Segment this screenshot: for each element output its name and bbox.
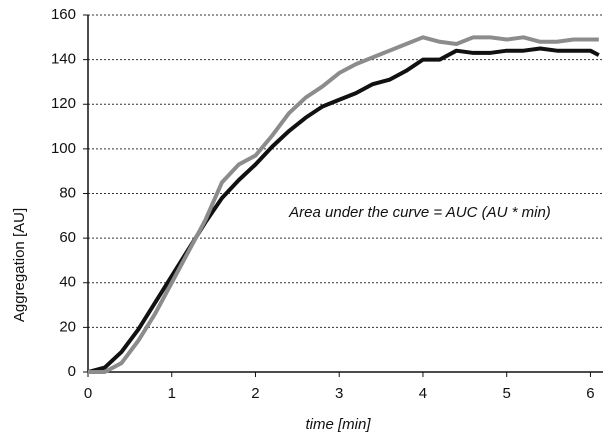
y-tick-label: 160 bbox=[51, 6, 76, 23]
y-tick-label: 0 bbox=[68, 363, 76, 380]
y-tick-label: 80 bbox=[59, 184, 76, 201]
x-tick-label: 4 bbox=[419, 385, 427, 402]
y-axis-label: Aggregation [AU] bbox=[11, 208, 28, 322]
x-tick-label: 5 bbox=[503, 385, 511, 402]
x-tick-label: 1 bbox=[168, 385, 176, 402]
y-tick-label: 60 bbox=[59, 229, 76, 246]
y-tick-label: 40 bbox=[59, 274, 76, 291]
x-tick-label: 2 bbox=[251, 385, 259, 402]
series-line bbox=[87, 46, 600, 374]
x-tick-label: 6 bbox=[586, 385, 594, 402]
annotation: Area under the curve = AUC (AU * min) bbox=[288, 204, 551, 221]
y-tick-label: 100 bbox=[51, 140, 76, 157]
series-line bbox=[88, 35, 599, 374]
y-tick-label: 140 bbox=[51, 51, 76, 68]
x-tick-label: 3 bbox=[335, 385, 343, 402]
y-tick-label: 20 bbox=[59, 318, 76, 335]
x-tick-label: 0 bbox=[84, 385, 92, 402]
y-tick-label: 120 bbox=[51, 95, 76, 112]
x-axis-label: time [min] bbox=[305, 416, 371, 433]
